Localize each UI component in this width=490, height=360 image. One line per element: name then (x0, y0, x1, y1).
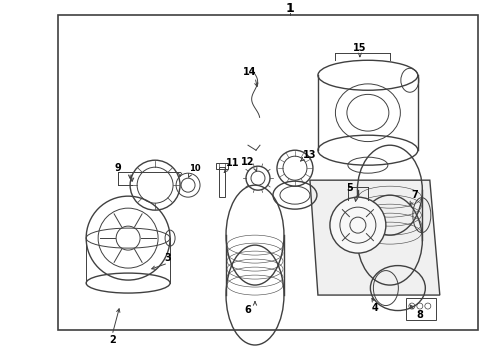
Text: 6: 6 (245, 305, 251, 315)
Circle shape (330, 197, 386, 253)
Text: 1: 1 (286, 2, 294, 15)
Bar (406, 298, 436, 320)
Text: 12: 12 (241, 157, 255, 167)
Bar (219, 167, 225, 197)
Text: 15: 15 (353, 43, 367, 53)
Text: 3: 3 (165, 253, 172, 263)
Text: 8: 8 (416, 310, 423, 320)
Bar (216, 163, 228, 169)
Polygon shape (310, 180, 440, 295)
Bar (58, 15, 478, 330)
Text: 9: 9 (115, 163, 122, 173)
Text: 7: 7 (412, 190, 418, 200)
Text: 10: 10 (189, 164, 201, 173)
Text: 13: 13 (303, 150, 317, 160)
Text: 5: 5 (346, 183, 353, 193)
Text: 2: 2 (109, 335, 116, 345)
Text: 11: 11 (226, 158, 240, 168)
Text: 14: 14 (243, 67, 257, 77)
Text: 4: 4 (371, 303, 378, 313)
